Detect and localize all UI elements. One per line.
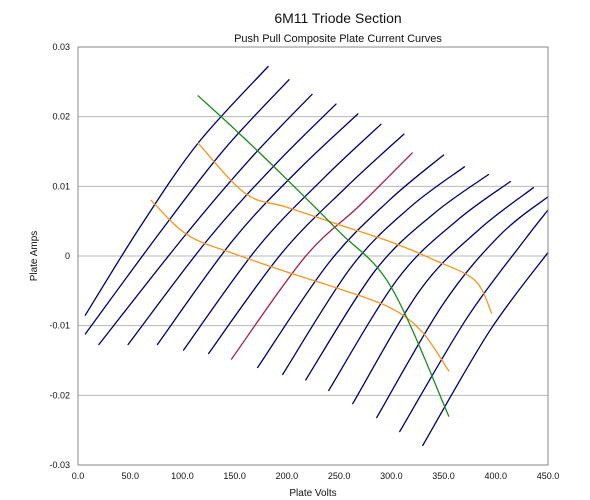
x-tick-label: 400.0 bbox=[485, 471, 508, 481]
x-tick-label: 0.0 bbox=[72, 471, 85, 481]
y-axis-label: Plate Amps bbox=[29, 231, 40, 282]
series-line-13 bbox=[376, 196, 549, 419]
series-line-7 bbox=[230, 152, 413, 360]
grid-layer bbox=[78, 46, 548, 466]
x-tick-label: 150.0 bbox=[223, 471, 246, 481]
y-tick-label: 0 bbox=[65, 251, 70, 261]
series-line-1 bbox=[84, 79, 290, 335]
series-line-4 bbox=[156, 113, 359, 346]
tick-layer: 0.0 50.0 100.0 150.0 200.0 250.0 300.0 350.0 400… bbox=[49, 42, 559, 481]
series-line-8 bbox=[256, 154, 445, 369]
series-line-9 bbox=[282, 166, 466, 376]
x-tick-label: 450.0 bbox=[537, 471, 560, 481]
plot-frame bbox=[77, 46, 549, 466]
y-tick-label: 0.02 bbox=[52, 112, 70, 122]
y-tick-label: -0.02 bbox=[49, 390, 70, 400]
series-line-2 bbox=[98, 93, 313, 346]
series-line-18 bbox=[197, 95, 450, 417]
y-tick-label: 0.01 bbox=[52, 181, 70, 191]
y-tick-label: 0.03 bbox=[52, 42, 70, 52]
x-tick-label: 100.0 bbox=[171, 471, 194, 481]
series-line-12 bbox=[352, 187, 535, 405]
series-line-3 bbox=[127, 103, 337, 346]
x-tick-label: 250.0 bbox=[328, 471, 351, 481]
y-tick-label: -0.01 bbox=[49, 321, 70, 331]
x-tick-label: 50.0 bbox=[121, 471, 139, 481]
series-line-11 bbox=[328, 180, 512, 392]
x-tick-label: 300.0 bbox=[380, 471, 403, 481]
series-layer bbox=[84, 65, 549, 447]
series-line-14 bbox=[399, 209, 549, 433]
series-line-5 bbox=[182, 123, 382, 351]
x-tick-label: 200.0 bbox=[276, 471, 299, 481]
x-tick-label: 350.0 bbox=[432, 471, 455, 481]
y-tick-label: -0.03 bbox=[49, 460, 70, 470]
series-line-0 bbox=[84, 65, 269, 316]
series-line-15 bbox=[422, 251, 549, 447]
series-line-10 bbox=[305, 173, 490, 381]
x-axis-label: Plate Volts bbox=[289, 488, 336, 499]
series-line-16 bbox=[150, 199, 450, 372]
series-line-6 bbox=[207, 133, 405, 355]
chart-subtitle: Push Pull Composite Plate Current Curves bbox=[234, 33, 442, 45]
series-line-17 bbox=[197, 142, 493, 314]
chart-title: 6M11 Triode Section bbox=[274, 10, 401, 26]
